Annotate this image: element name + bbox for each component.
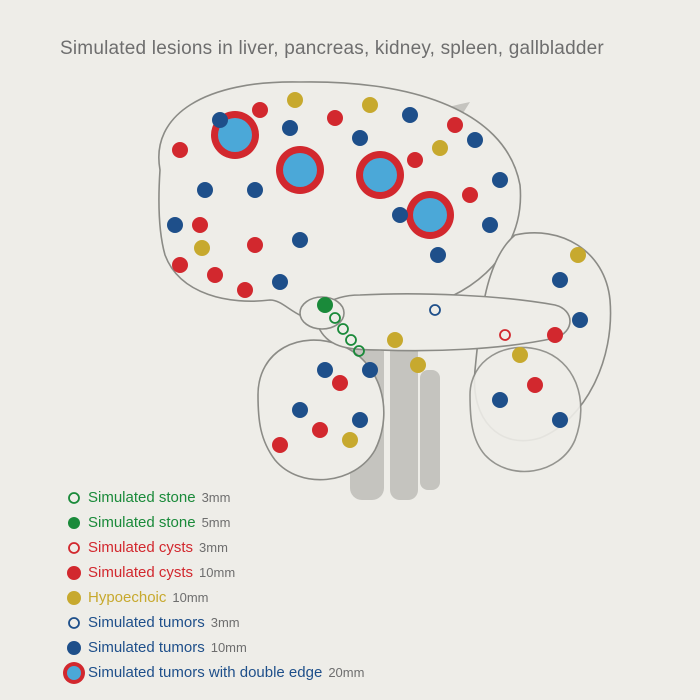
legend-row: Simulated stone 5mm (60, 510, 364, 535)
legend-swatch (60, 660, 88, 686)
legend-size: 10mm (199, 565, 235, 580)
legend: Simulated stone3mmSimulated stone5mmSimu… (60, 485, 364, 685)
legend-label: Simulated stone (88, 514, 196, 531)
legend-size: 20mm (328, 665, 364, 680)
legend-label: Hypoechoic (88, 589, 166, 606)
legend-swatch (60, 585, 88, 611)
legend-label: Simulated tumors with double edge (88, 664, 322, 681)
legend-row: Simulated tumors with double edge 20mm (60, 660, 364, 685)
legend-row: Hypoechoic 10mm (60, 585, 364, 610)
legend-size: 10mm (211, 640, 247, 655)
legend-swatch (60, 510, 88, 536)
legend-size: 10mm (172, 590, 208, 605)
legend-label: Simulated cysts (88, 564, 193, 581)
legend-label: Simulated tumors (88, 614, 205, 631)
legend-row: Simulated cysts 3mm (60, 535, 364, 560)
legend-row: Simulated cysts 10mm (60, 560, 364, 585)
legend-label: Simulated tumors (88, 639, 205, 656)
legend-swatch (60, 485, 88, 511)
legend-label: Simulated cysts (88, 539, 193, 556)
legend-size: 5mm (202, 515, 231, 530)
legend-swatch (60, 560, 88, 586)
legend-swatch (60, 610, 88, 636)
legend-size: 3mm (211, 615, 240, 630)
infographic-canvas: Simulated lesions in liver, pancreas, ki… (0, 0, 700, 700)
legend-size: 3mm (202, 490, 231, 505)
legend-row: Simulated tumors 3mm (60, 610, 364, 635)
legend-swatch (60, 535, 88, 561)
legend-swatch (60, 635, 88, 661)
legend-size: 3mm (199, 540, 228, 555)
legend-row: Simulated stone 3mm (60, 485, 364, 510)
legend-label: Simulated stone (88, 489, 196, 506)
legend-row: Simulated tumors 10mm (60, 635, 364, 660)
